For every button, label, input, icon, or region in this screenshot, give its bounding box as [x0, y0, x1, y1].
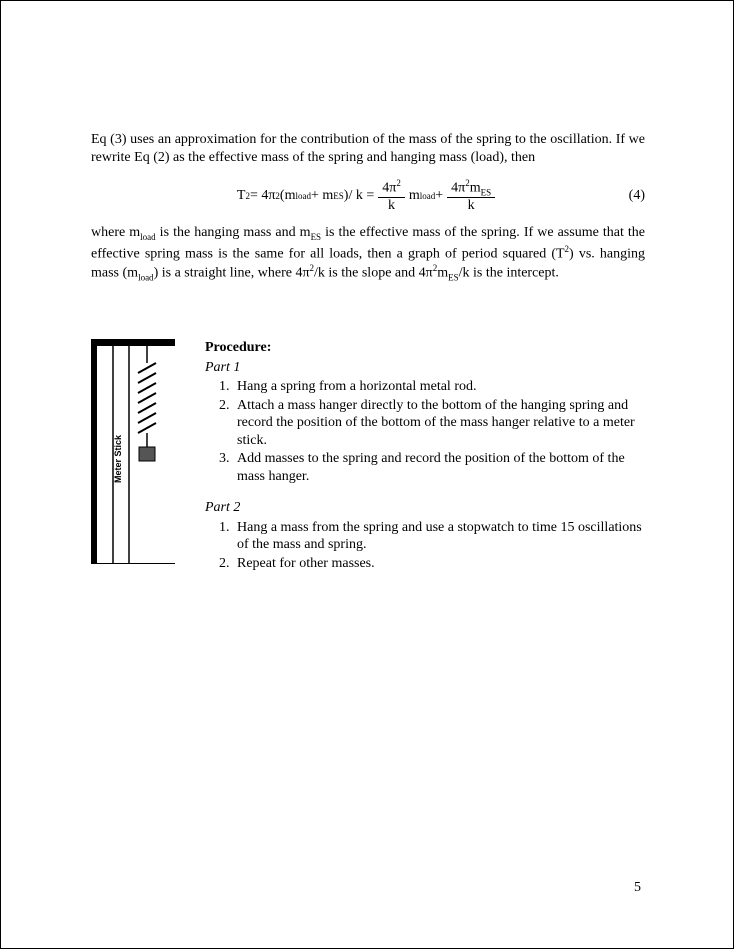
part-1-steps: Hang a spring from a horizontal metal ro… — [233, 378, 645, 485]
p2-g: m — [437, 265, 448, 280]
p2-sub4: ES — [448, 272, 459, 282]
p2-b: is the hanging mass and m — [156, 225, 311, 240]
p2-h: /k is the intercept. — [459, 265, 559, 280]
part-2-steps: Hang a mass from the spring and use a st… — [233, 519, 645, 573]
p2-e: ) is a straight line, where 4π — [154, 265, 310, 280]
spring-apparatus-diagram: Meter Stick — [91, 339, 175, 569]
frac2-den: k — [447, 197, 495, 214]
list-item: Add masses to the spring and record the … — [233, 450, 645, 485]
part-1-heading: Part 1 — [205, 359, 645, 377]
procedure-heading: Procedure: — [205, 339, 645, 357]
list-item: Repeat for other masses. — [233, 555, 645, 573]
equation-4: T2 = 4π2(mload + mES)/ k = 4π2 k mload +… — [91, 178, 645, 214]
frac1-num-sup: 2 — [396, 178, 401, 188]
p2-a: where m — [91, 225, 140, 240]
part-2-heading: Part 2 — [205, 499, 645, 517]
procedure-text: Procedure: Part 1 Hang a spring from a h… — [205, 339, 645, 573]
eq-paren-close: )/ k = — [344, 188, 374, 204]
eq-plus: + — [435, 188, 443, 204]
list-item: Hang a mass from the spring and use a st… — [233, 519, 645, 554]
intro-paragraph: Eq (3) uses an approximation for the con… — [91, 131, 645, 166]
p2-sub1: load — [140, 232, 156, 242]
eq-sub-load-2: load — [420, 191, 436, 201]
eq-sub-es-1: ES — [333, 191, 344, 201]
eq-plus-m: + m — [311, 188, 333, 204]
eq-fraction-1: 4π2 k — [378, 178, 405, 214]
page-number: 5 — [634, 880, 641, 896]
eq-fraction-2: 4π2mES k — [447, 178, 495, 214]
procedure-section: Meter Stick — [91, 339, 645, 573]
equation-number: (4) — [629, 188, 645, 204]
p2-f: /k is the slope and 4π — [314, 265, 433, 280]
eq-after-frac1: m — [409, 188, 420, 204]
meter-stick-label: Meter Stick — [113, 434, 123, 483]
eq-lhs: T — [237, 188, 246, 204]
list-item: Hang a spring from a horizontal metal ro… — [233, 378, 645, 396]
page-content: Eq (3) uses an approximation for the con… — [91, 131, 645, 573]
frac2-num-a: 4π — [451, 181, 465, 196]
explanation-paragraph: where mload is the hanging mass and mES … — [91, 224, 645, 283]
frac1-den: k — [378, 197, 405, 214]
p2-sub3: load — [138, 272, 154, 282]
p2-sub2: ES — [311, 232, 322, 242]
frac1-num-a: 4π — [382, 181, 396, 196]
eq-part-1: = 4π — [250, 188, 275, 204]
frac2-num-b: m — [470, 181, 481, 196]
eq-sub-load-1: load — [295, 191, 311, 201]
list-item: Attach a mass hanger directly to the bot… — [233, 397, 645, 450]
eq-paren-open: (m — [280, 188, 296, 204]
frac2-num-sub: ES — [481, 187, 492, 197]
